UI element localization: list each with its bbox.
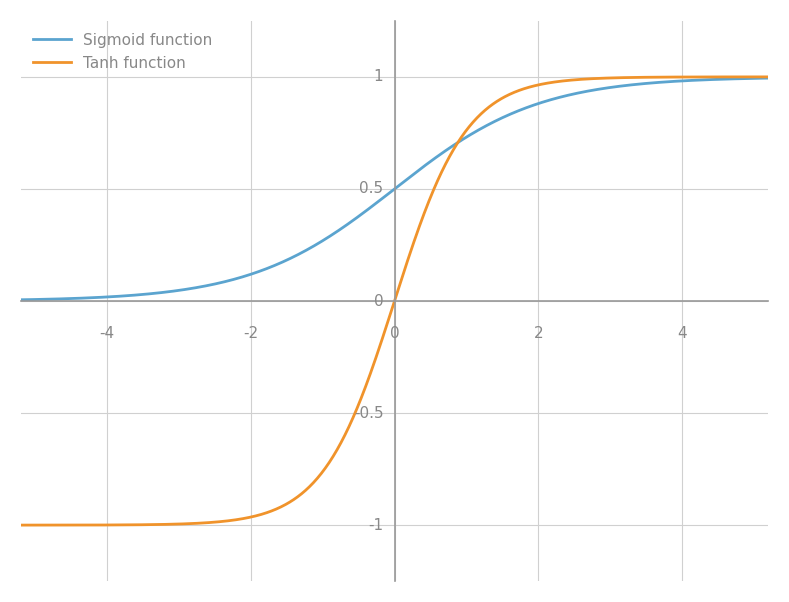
Sigmoid function	[785, 74, 789, 81]
Text: 0: 0	[390, 326, 399, 341]
Text: 0.5: 0.5	[359, 181, 383, 196]
Tanh function	[611, 74, 620, 81]
Text: -2: -2	[243, 326, 258, 341]
Sigmoid function	[342, 221, 352, 228]
Text: -4: -4	[99, 326, 114, 341]
Tanh function	[625, 74, 634, 81]
Text: 1: 1	[374, 69, 383, 84]
Line: Tanh function: Tanh function	[0, 77, 789, 525]
Sigmoid function	[537, 99, 547, 106]
Line: Sigmoid function: Sigmoid function	[0, 78, 789, 300]
Text: 4: 4	[677, 326, 686, 341]
Text: -0.5: -0.5	[353, 406, 383, 421]
Sigmoid function	[625, 81, 634, 88]
Tanh function	[314, 473, 323, 480]
Tanh function	[537, 81, 547, 88]
Sigmoid function	[314, 240, 323, 247]
Tanh function	[785, 73, 789, 81]
Tanh function	[342, 426, 352, 433]
Tanh function	[0, 521, 4, 529]
Text: -1: -1	[368, 518, 383, 533]
Sigmoid function	[0, 296, 4, 303]
Tanh function	[75, 521, 84, 529]
Text: 2: 2	[533, 326, 543, 341]
Legend: Sigmoid function, Tanh function: Sigmoid function, Tanh function	[28, 28, 217, 75]
Sigmoid function	[611, 83, 620, 90]
Text: 0: 0	[374, 294, 383, 308]
Sigmoid function	[75, 294, 84, 302]
